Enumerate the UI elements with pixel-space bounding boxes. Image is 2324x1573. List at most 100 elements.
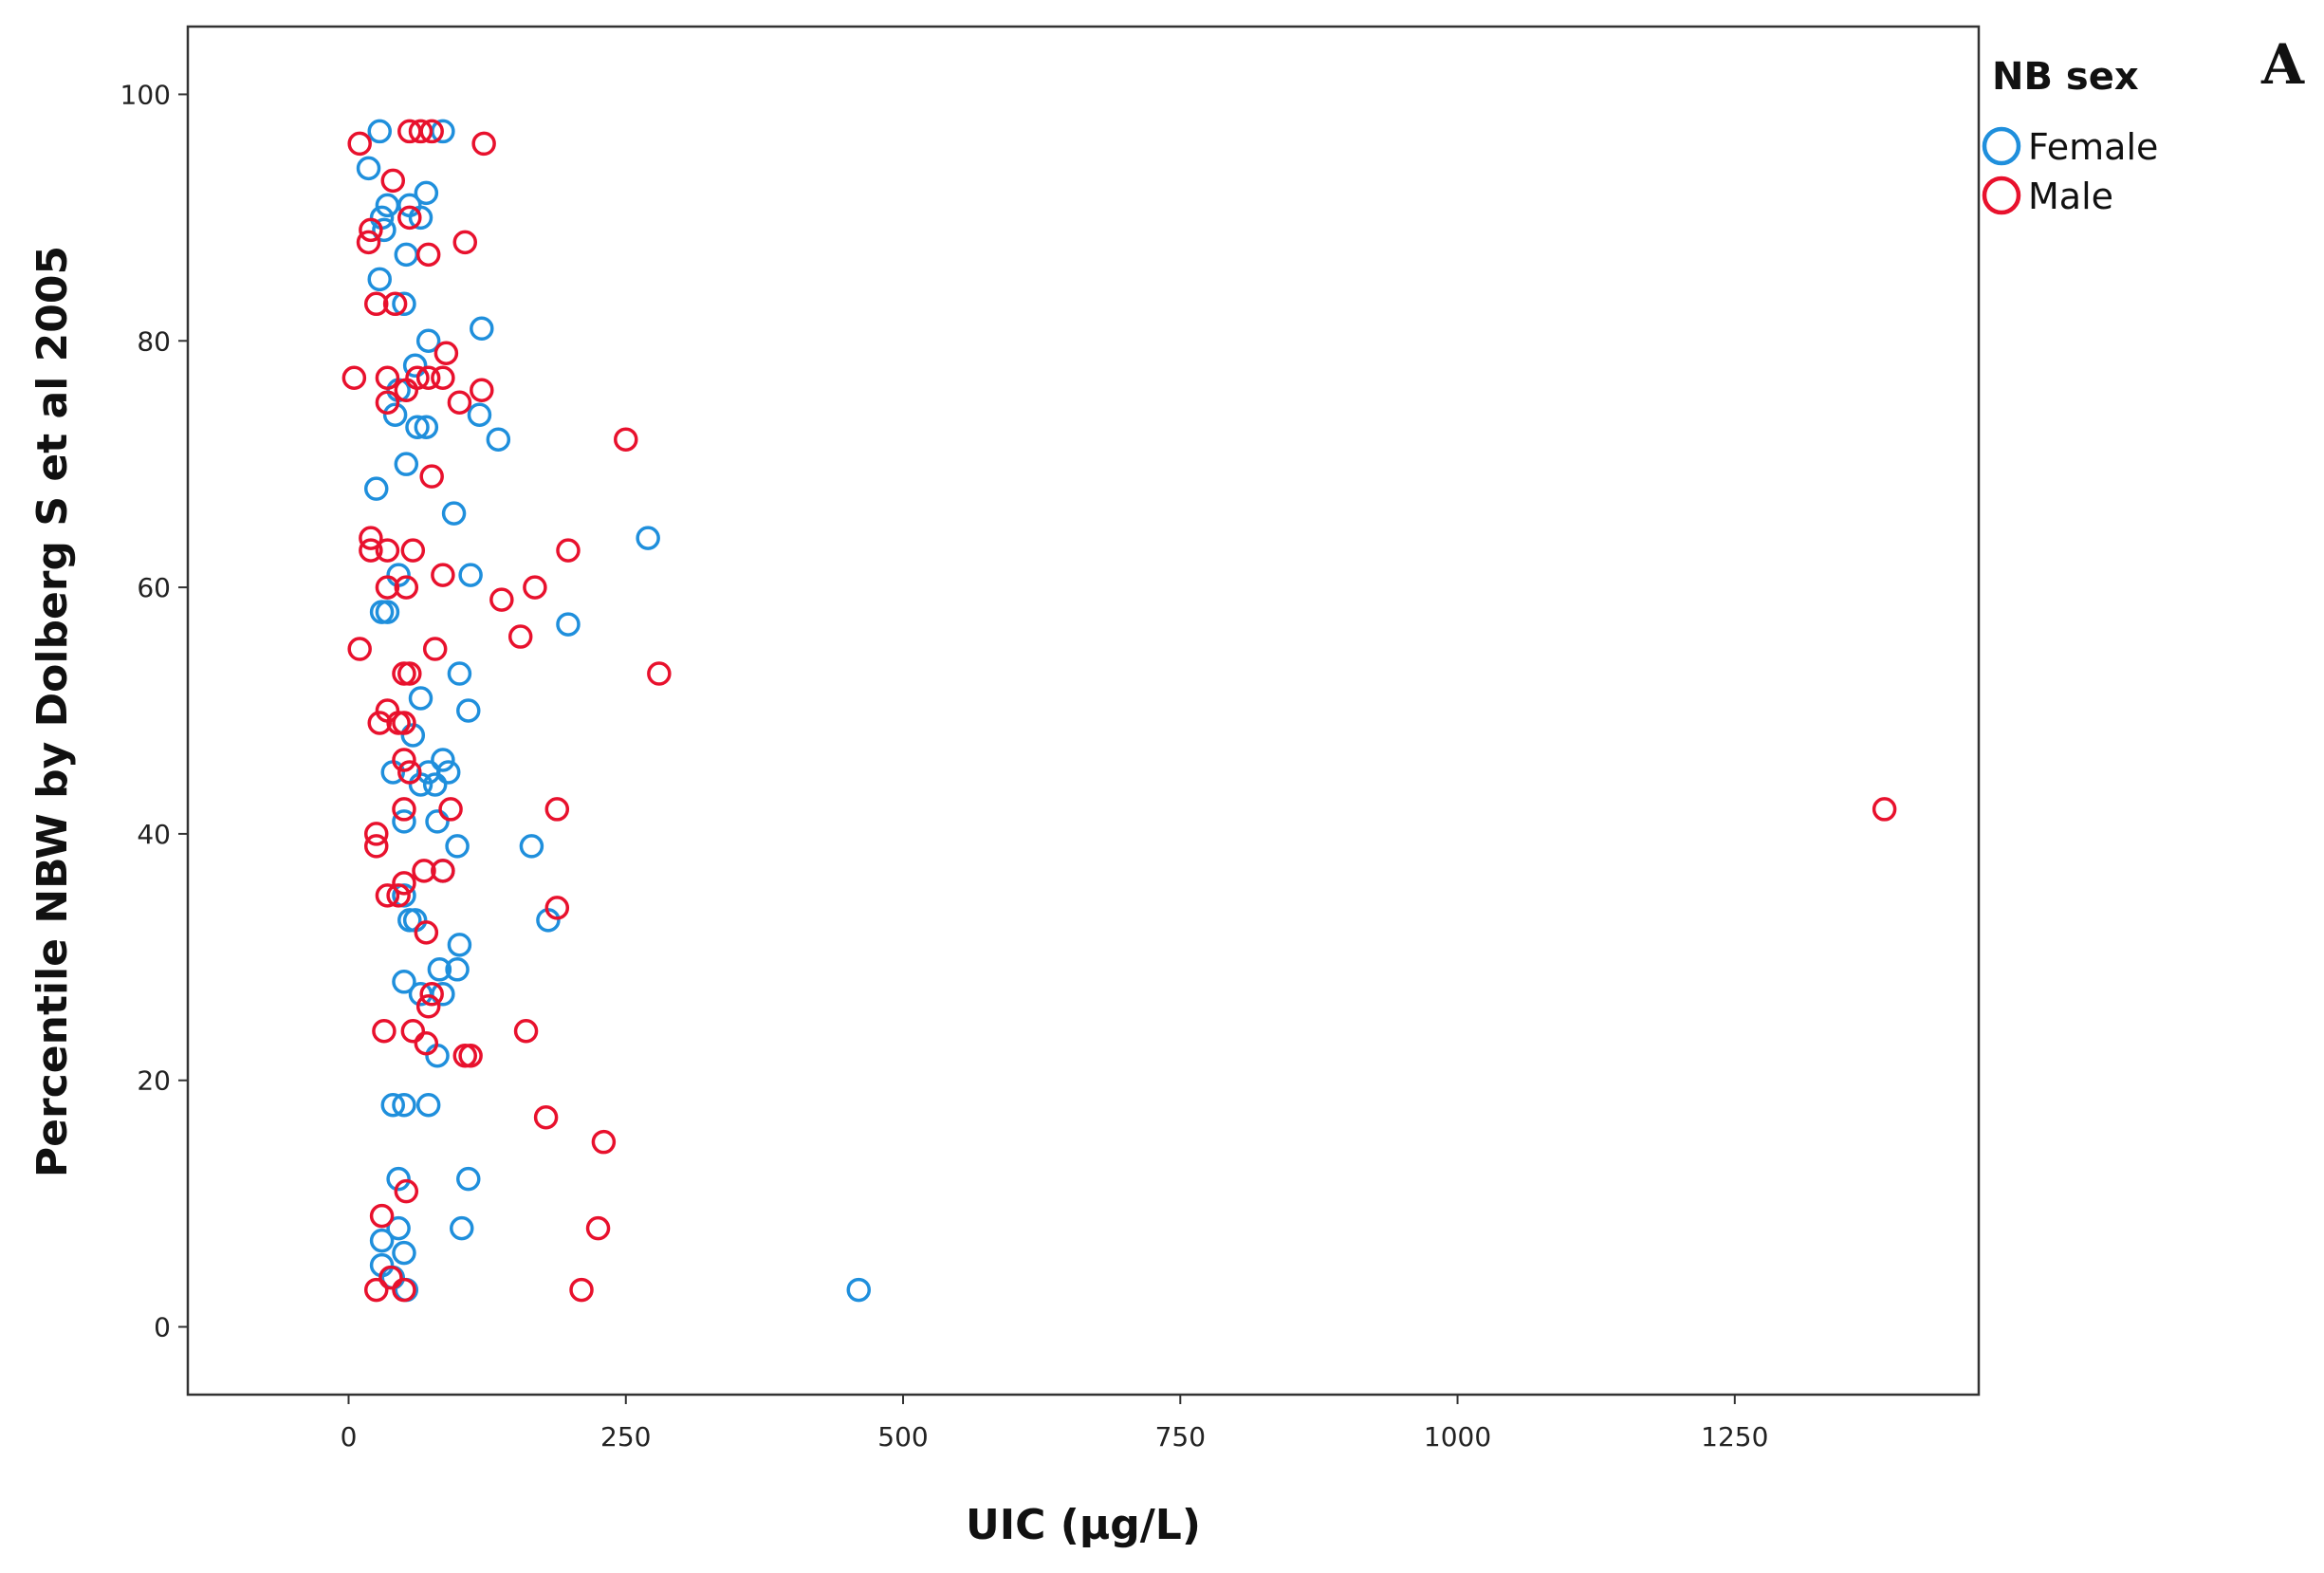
y-tick-label: 60: [137, 572, 171, 603]
data-point-female: [456, 698, 481, 723]
data-point-female: [394, 452, 419, 476]
data-point-male: [569, 1277, 594, 1303]
data-point-female: [414, 415, 439, 439]
data-point-female: [408, 686, 433, 711]
data-point-male: [382, 291, 408, 317]
data-point-female: [386, 1166, 411, 1192]
data-point-female: [435, 760, 461, 785]
data-point-female: [415, 1092, 441, 1118]
data-point-male: [375, 390, 400, 415]
data-point-male: [372, 1019, 397, 1044]
x-tick-label: 500: [877, 1421, 928, 1453]
data-point-male: [419, 464, 444, 489]
data-point-male: [471, 131, 496, 157]
data-point-male: [523, 575, 547, 600]
data-point-female: [392, 970, 416, 994]
x-tick-label: 1250: [1701, 1421, 1768, 1453]
data-point-female: [392, 1240, 416, 1266]
y-axis-ticks: 0 20 40 60 80 100: [120, 79, 188, 1343]
data-point-male: [394, 378, 419, 402]
data-point-male: [347, 637, 372, 661]
data-point-male: [452, 230, 478, 255]
data-point-female: [380, 1092, 406, 1118]
data-point-female: [422, 772, 448, 797]
data-point-male: [533, 1104, 559, 1130]
data-point-male: [363, 1277, 389, 1303]
y-tick-label: 40: [137, 819, 171, 850]
data-point-male: [422, 637, 448, 661]
data-point-male: [470, 378, 494, 402]
data-point-female: [363, 476, 389, 501]
data-point-female: [445, 834, 470, 859]
data-point-male: [359, 526, 383, 550]
data-point-female: [394, 242, 419, 268]
data-point-female: [415, 328, 441, 354]
legend-label-female: Female: [2028, 126, 2158, 168]
data-point-female: [392, 809, 416, 834]
data-point-male: [375, 883, 400, 908]
legend-title: NB sex: [1992, 55, 2139, 99]
data-point-male: [544, 896, 570, 920]
data-point-male: [375, 575, 400, 600]
data-point-male: [400, 538, 426, 563]
data-point-male: [378, 1265, 403, 1290]
y-axis-title: Percentile NBW by Dolberg S et al 2005: [28, 246, 77, 1177]
data-point-male: [489, 587, 514, 612]
data-point-female: [636, 526, 660, 550]
data-point-female: [470, 316, 494, 342]
data-point-female: [846, 1277, 872, 1303]
data-point-male: [375, 365, 400, 390]
data-point-female: [402, 353, 428, 379]
y-tick-label: 20: [137, 1065, 171, 1097]
data-point-male: [397, 205, 422, 231]
data-point-male: [431, 563, 455, 587]
data-point-male: [386, 883, 411, 908]
x-tick-label: 1000: [1424, 1421, 1491, 1453]
data-point-male: [556, 538, 581, 563]
data-point-female: [367, 119, 392, 144]
data-point-male: [408, 119, 433, 144]
y-tick-label: 0: [154, 1312, 171, 1343]
legend: NB sex Female Male: [1982, 55, 2158, 217]
data-point-female: [447, 661, 472, 686]
data-point-female: [367, 267, 392, 292]
data-point-male: [397, 661, 422, 686]
data-point-female: [414, 180, 439, 206]
data-point-female: [441, 501, 467, 526]
data-point-male: [1872, 797, 1897, 822]
data-point-female: [450, 1215, 474, 1241]
data-point-male: [431, 365, 455, 390]
data-point-male: [447, 390, 472, 415]
data-point-male: [363, 822, 389, 846]
data-point-male: [359, 217, 383, 243]
data-point-male: [415, 365, 441, 390]
data-point-female: [369, 1228, 395, 1253]
data-point-male: [419, 119, 444, 144]
data-point-female: [408, 982, 433, 1007]
data-point-male: [647, 661, 672, 686]
data-point-male: [414, 1031, 439, 1056]
data-point-male: [513, 1019, 539, 1044]
data-point-male: [585, 1215, 611, 1241]
data-point-female: [382, 402, 408, 427]
data-point-female: [486, 427, 511, 452]
data-point-male: [394, 575, 419, 600]
data-point-female: [467, 402, 492, 427]
data-point-male: [386, 711, 411, 735]
data-point-female: [375, 600, 400, 624]
x-tick-label: 750: [1155, 1421, 1206, 1453]
data-point-male: [507, 624, 533, 649]
data-point-female: [405, 415, 430, 439]
data-point-female: [372, 217, 397, 243]
plot-frame: [186, 25, 1981, 1397]
data-point-female: [458, 563, 483, 587]
data-point-male: [431, 859, 455, 883]
data-point-male: [591, 1129, 617, 1155]
data-point-male: [341, 365, 367, 390]
data-point-male: [367, 711, 392, 735]
data-point-male: [412, 859, 436, 883]
x-axis-ticks: 0 250 500 750 1000 1250: [341, 1395, 1768, 1453]
legend-marker-male: [1982, 176, 2021, 215]
data-point-female: [456, 1166, 481, 1192]
data-point-male: [363, 834, 389, 859]
